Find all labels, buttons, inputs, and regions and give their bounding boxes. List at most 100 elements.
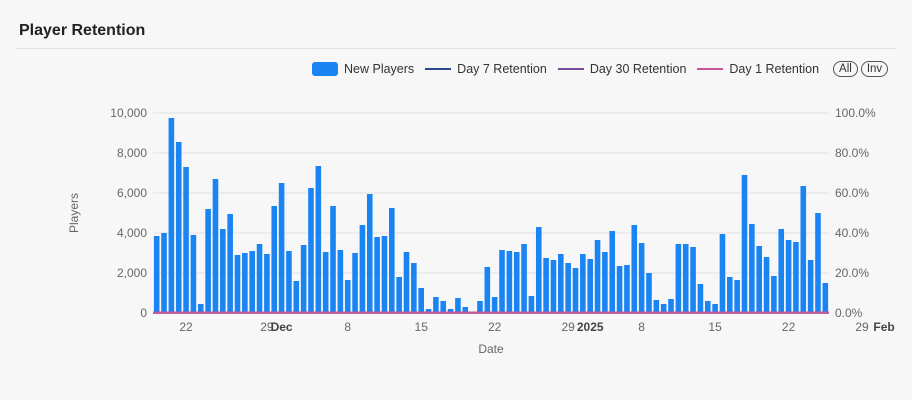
bar[interactable]: [771, 276, 777, 313]
bar[interactable]: [521, 244, 527, 313]
bar[interactable]: [535, 227, 542, 313]
bar[interactable]: [455, 298, 461, 313]
bar[interactable]: [785, 240, 792, 313]
bar[interactable]: [815, 213, 821, 313]
bar[interactable]: [763, 257, 770, 313]
bar[interactable]: [337, 250, 344, 313]
bar[interactable]: [315, 166, 322, 313]
invert-selection-button[interactable]: Inv: [860, 61, 889, 77]
bar[interactable]: [638, 243, 645, 313]
bar[interactable]: [513, 252, 520, 313]
bar[interactable]: [506, 251, 513, 313]
bar[interactable]: [433, 297, 439, 313]
bar[interactable]: [734, 280, 740, 313]
bar[interactable]: [227, 214, 233, 313]
bar[interactable]: [756, 246, 762, 313]
bar[interactable]: [616, 266, 623, 313]
bar[interactable]: [719, 234, 726, 313]
bar[interactable]: [499, 250, 505, 313]
bar[interactable]: [484, 267, 491, 313]
bar[interactable]: [366, 194, 373, 313]
bar[interactable]: [580, 254, 586, 313]
bar[interactable]: [631, 225, 638, 313]
bar[interactable]: [381, 236, 388, 313]
bar[interactable]: [624, 265, 630, 313]
bar[interactable]: [587, 259, 593, 313]
y-tick-label: 10,000: [110, 106, 147, 120]
bar[interactable]: [668, 299, 674, 313]
bar[interactable]: [727, 277, 733, 313]
select-all-button[interactable]: All: [833, 61, 858, 77]
x-tick-label: 8: [638, 320, 645, 334]
bar[interactable]: [675, 244, 682, 313]
bar[interactable]: [565, 263, 571, 313]
bar[interactable]: [308, 188, 314, 313]
bar[interactable]: [572, 268, 579, 313]
bar[interactable]: [352, 253, 358, 313]
bar[interactable]: [800, 186, 807, 313]
bar[interactable]: [594, 240, 601, 313]
bar[interactable]: [440, 301, 447, 313]
bar[interactable]: [212, 179, 219, 313]
bar[interactable]: [477, 301, 483, 313]
bar[interactable]: [161, 233, 167, 313]
bar[interactable]: [697, 284, 704, 313]
bar[interactable]: [322, 252, 329, 313]
bar[interactable]: [197, 304, 204, 313]
bar[interactable]: [609, 231, 616, 313]
bar[interactable]: [190, 235, 197, 313]
bar[interactable]: [183, 167, 189, 313]
legend-day1-retention[interactable]: Day 1 Retention: [697, 62, 819, 76]
bar[interactable]: [234, 255, 241, 313]
bar[interactable]: [205, 209, 211, 313]
bar[interactable]: [550, 260, 557, 313]
bar[interactable]: [249, 251, 255, 313]
bar[interactable]: [749, 224, 755, 313]
bar[interactable]: [418, 288, 424, 313]
bar[interactable]: [447, 309, 454, 313]
bar[interactable]: [558, 254, 564, 313]
bar[interactable]: [462, 307, 469, 313]
bar[interactable]: [359, 225, 366, 313]
legend-new-players[interactable]: New Players: [312, 62, 414, 76]
bar[interactable]: [403, 252, 410, 313]
x-tick-label: Dec: [271, 320, 293, 334]
bar[interactable]: [264, 254, 270, 313]
bar[interactable]: [425, 309, 432, 313]
bar[interactable]: [646, 273, 652, 313]
legend-day7-retention[interactable]: Day 7 Retention: [425, 62, 547, 76]
bar[interactable]: [491, 297, 498, 313]
bar[interactable]: [168, 118, 175, 313]
bar[interactable]: [807, 260, 814, 313]
bar[interactable]: [330, 206, 336, 313]
bar[interactable]: [822, 283, 829, 313]
bar[interactable]: [374, 237, 380, 313]
bar[interactable]: [278, 183, 285, 313]
bar[interactable]: [793, 242, 799, 313]
bar[interactable]: [704, 301, 711, 313]
bar[interactable]: [242, 253, 248, 313]
bar[interactable]: [286, 251, 292, 313]
legend-day30-retention[interactable]: Day 30 Retention: [557, 62, 686, 76]
bar[interactable]: [682, 244, 689, 313]
bar[interactable]: [741, 175, 748, 313]
bar[interactable]: [220, 229, 226, 313]
bar[interactable]: [389, 208, 395, 313]
bar[interactable]: [653, 300, 660, 313]
bar[interactable]: [778, 229, 785, 313]
bar[interactable]: [602, 252, 608, 313]
bar[interactable]: [175, 142, 182, 313]
bar[interactable]: [153, 236, 160, 313]
bar[interactable]: [271, 206, 278, 313]
bar[interactable]: [712, 304, 718, 313]
bar[interactable]: [528, 296, 535, 313]
bar[interactable]: [344, 280, 351, 313]
bar[interactable]: [660, 304, 667, 313]
bar[interactable]: [690, 247, 696, 313]
bar[interactable]: [411, 263, 417, 313]
bar[interactable]: [256, 244, 263, 313]
bar[interactable]: [300, 245, 307, 313]
bar[interactable]: [396, 277, 402, 313]
bar[interactable]: [543, 258, 549, 313]
bar[interactable]: [293, 281, 300, 313]
